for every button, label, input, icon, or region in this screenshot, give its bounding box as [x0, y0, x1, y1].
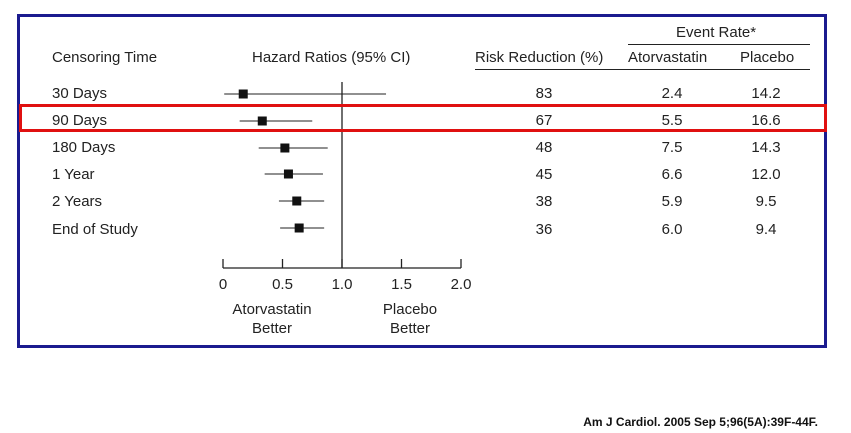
- hr-point: [283, 169, 293, 179]
- placebo-rate: 14.2: [751, 85, 781, 102]
- x-tick-label: 0: [219, 276, 227, 293]
- placebo-rate: 16.6: [751, 112, 781, 129]
- risk-reduction-value: 38: [535, 193, 553, 210]
- left-caption-line2: Better: [252, 320, 292, 337]
- right-caption-line1: Placebo: [383, 301, 437, 318]
- atorvastatin-rate: 6.0: [661, 221, 683, 238]
- row-label: End of Study: [52, 221, 138, 238]
- risk-reduction-value: 48: [535, 139, 553, 156]
- header-underline: [475, 69, 810, 70]
- risk-reduction-value: 67: [535, 112, 553, 129]
- header-censoring-time: Censoring Time: [52, 49, 158, 66]
- row-label: 90 Days: [52, 112, 108, 129]
- x-tick-label: 1.0: [332, 276, 353, 293]
- event-rate-underline: [628, 44, 810, 45]
- hr-point: [280, 143, 290, 153]
- risk-reduction-value: 36: [535, 221, 553, 238]
- atorvastatin-rate: 5.9: [661, 193, 683, 210]
- atorvastatin-rate: 7.5: [661, 139, 683, 156]
- row-label: 180 Days: [52, 139, 116, 156]
- right-caption-line2: Better: [390, 320, 430, 337]
- atorvastatin-rate: 2.4: [661, 85, 683, 102]
- header-hazard-ratios: Hazard Ratios (95% CI): [252, 49, 411, 66]
- hr-point: [292, 196, 302, 206]
- hr-point: [257, 116, 267, 126]
- atorvastatin-rate: 6.6: [661, 166, 683, 183]
- hr-point: [294, 223, 304, 233]
- header-risk-reduction: Risk Reduction (%): [475, 49, 604, 66]
- hr-point: [238, 89, 248, 99]
- header-atorvastatin: Atorvastatin: [628, 49, 708, 66]
- placebo-rate: 14.3: [751, 139, 781, 156]
- x-tick-label: 0.5: [272, 276, 293, 293]
- row-label: 2 Years: [52, 193, 103, 210]
- row-label: 30 Days: [52, 85, 108, 102]
- header-event-rate: Event Rate*: [676, 24, 757, 41]
- risk-reduction-value: 45: [535, 166, 553, 183]
- x-tick-label: 1.5: [391, 276, 412, 293]
- risk-reduction-value: 83: [535, 85, 553, 102]
- placebo-rate: 9.4: [755, 221, 777, 238]
- x-tick-label: 2.0: [451, 276, 472, 293]
- row-label: 1 Year: [52, 166, 95, 183]
- atorvastatin-rate: 5.5: [661, 112, 683, 129]
- citation: Am J Cardiol. 2005 Sep 5;96(5A):39F-44F.: [583, 415, 818, 429]
- placebo-rate: 12.0: [751, 166, 781, 183]
- header-placebo: Placebo: [740, 49, 795, 66]
- placebo-rate: 9.5: [755, 193, 777, 210]
- highlighted-row-box: [19, 104, 827, 132]
- left-caption-line1: Atorvastatin: [232, 301, 311, 318]
